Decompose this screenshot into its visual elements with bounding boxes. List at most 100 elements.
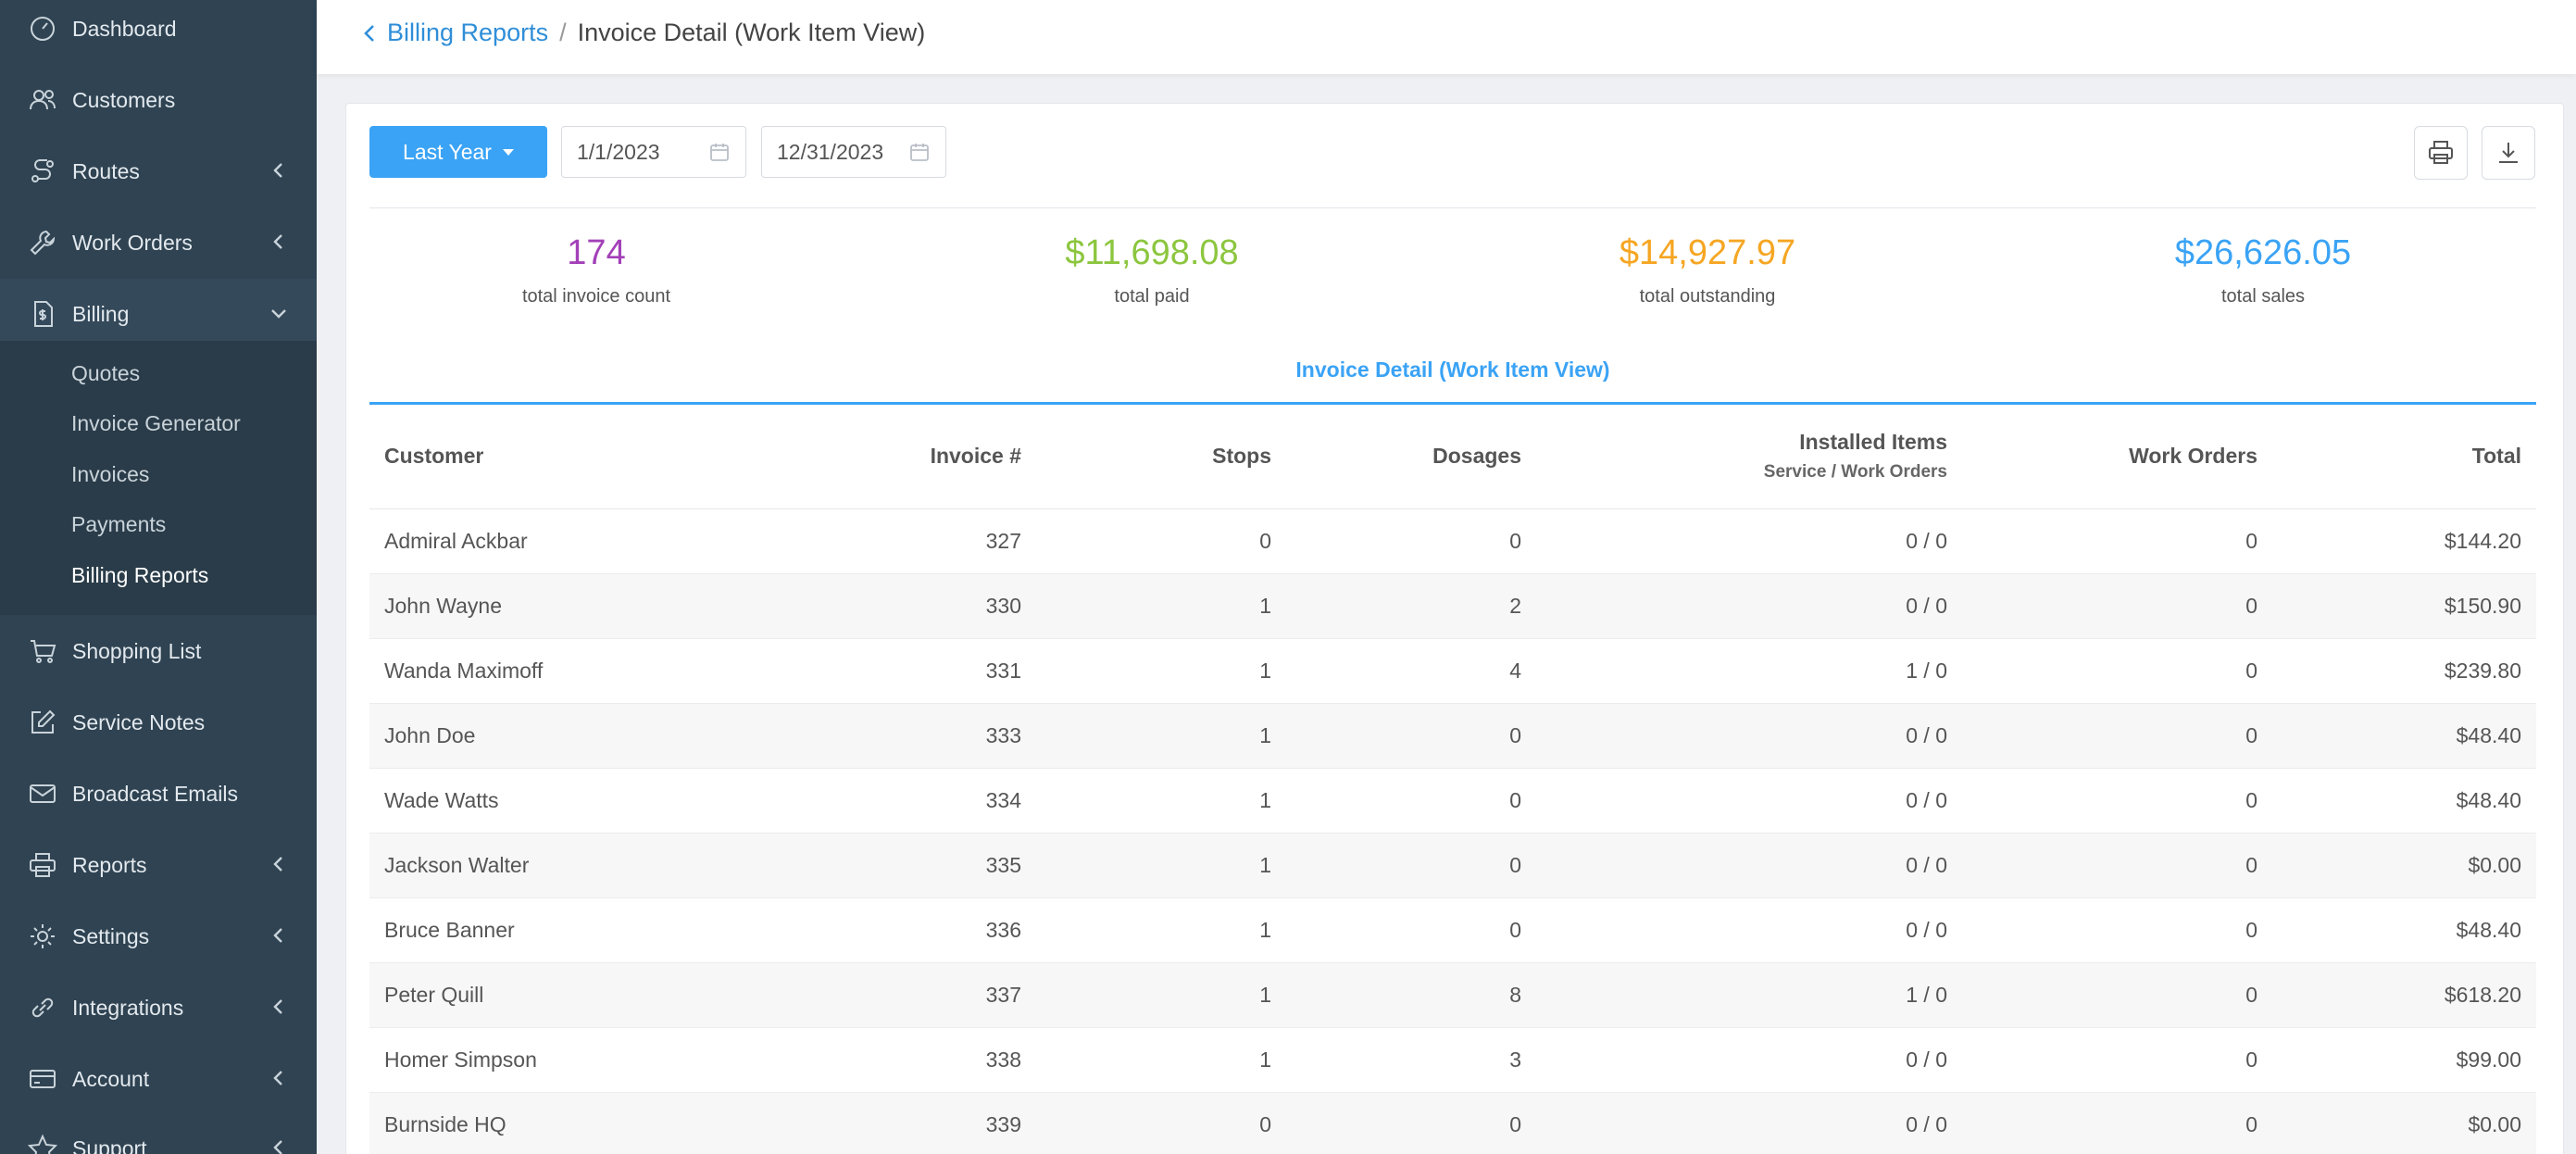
nav-work-orders-label: Work Orders — [72, 230, 193, 255]
col-invoice[interactable]: Invoice # — [647, 405, 1036, 509]
cell-customer: John Doe — [369, 703, 647, 769]
printer-icon — [2429, 141, 2453, 164]
table-row[interactable]: Wanda Maximoff 331 1 4 1 / 0 0 $239.80 — [369, 638, 2536, 704]
table-row[interactable]: Peter Quill 337 1 8 1 / 0 0 $618.20 — [369, 962, 2536, 1028]
calendar-icon[interactable] — [708, 141, 731, 163]
cell-stops: 0 — [1036, 508, 1286, 574]
nav-customers-label: Customers — [72, 87, 176, 112]
nav-integrations[interactable]: Integrations — [0, 972, 317, 1043]
nav-account[interactable]: Account — [0, 1044, 317, 1114]
cell-invoice: 334 — [647, 768, 1036, 834]
cell-dosages: 0 — [1286, 768, 1536, 834]
breadcrumb-back-label: Billing Reports — [387, 19, 549, 46]
cell-installed-items: 0 / 0 — [1536, 897, 1962, 963]
breadcrumb-back-link[interactable]: Billing Reports — [361, 19, 548, 47]
cell-customer: Jackson Walter — [369, 833, 647, 898]
nav-broadcast-emails[interactable]: Broadcast Emails — [0, 759, 317, 829]
cell-total: $144.20 — [2272, 508, 2536, 574]
cell-installed-items: 0 / 0 — [1536, 833, 1962, 898]
date-range-dropdown[interactable]: Last Year — [369, 126, 547, 178]
nav-routes[interactable]: Routes — [0, 136, 317, 207]
stat-total-outstanding-value: $14,927.97 — [1619, 233, 1796, 272]
col-customer[interactable]: Customer — [369, 405, 647, 509]
nav-reports[interactable]: Reports — [0, 830, 317, 900]
col-work-orders[interactable]: Work Orders — [1962, 405, 2272, 509]
cell-invoice: 335 — [647, 833, 1036, 898]
cell-total: $239.80 — [2272, 638, 2536, 704]
cell-total: $618.20 — [2272, 962, 2536, 1028]
nav-billing[interactable]: Billing — [0, 279, 317, 349]
col-total[interactable]: Total — [2272, 405, 2536, 509]
invoice-table: Customer Invoice # Stops Dosages Install… — [369, 405, 2536, 1154]
calendar-icon[interactable] — [908, 141, 931, 163]
nav-work-orders[interactable]: Work Orders — [0, 207, 317, 278]
subnav-quotes[interactable]: Quotes — [71, 361, 141, 385]
col-installed-items-label: Installed Items — [1799, 430, 1947, 455]
col-stops[interactable]: Stops — [1036, 405, 1286, 509]
cell-installed-items: 0 / 0 — [1536, 1092, 1962, 1154]
subnav-invoice-generator[interactable]: Invoice Generator — [71, 411, 241, 435]
cell-installed-items: 1 / 0 — [1536, 638, 1962, 704]
nav-support[interactable]: Support — [0, 1113, 317, 1154]
table-row[interactable]: Bruce Banner 336 1 0 0 / 0 0 $48.40 — [369, 897, 2536, 963]
table-row[interactable]: John Wayne 330 1 2 0 / 0 0 $150.90 — [369, 573, 2536, 639]
stat-total-paid-value: $11,698.08 — [1065, 233, 1239, 272]
subnav-invoices[interactable]: Invoices — [71, 462, 150, 486]
date-range-label: Last Year — [403, 139, 492, 164]
print-button[interactable] — [2414, 126, 2468, 180]
download-button[interactable] — [2482, 126, 2535, 180]
cell-installed-items: 1 / 0 — [1536, 962, 1962, 1028]
start-date-input[interactable]: 1/1/2023 — [561, 126, 746, 178]
chevron-left-icon — [269, 160, 289, 181]
table-row[interactable]: Burnside HQ 339 0 0 0 / 0 0 $0.00 — [369, 1092, 2536, 1154]
table-row[interactable]: Jackson Walter 335 1 0 0 / 0 0 $0.00 — [369, 833, 2536, 898]
cell-work-orders: 0 — [1962, 1092, 2272, 1154]
cell-total: $0.00 — [2272, 833, 2536, 898]
nav-customers[interactable]: Customers — [0, 65, 317, 135]
cell-customer: Peter Quill — [369, 962, 647, 1028]
cell-customer: Wanda Maximoff — [369, 638, 647, 704]
chevron-left-icon — [364, 24, 374, 42]
report-tab-title[interactable]: Invoice Detail (Work Item View) — [1295, 357, 1610, 382]
nav-support-label: Support — [72, 1135, 147, 1154]
nav-settings[interactable]: Settings — [0, 901, 317, 972]
cell-installed-items: 0 / 0 — [1536, 508, 1962, 574]
cell-stops: 0 — [1036, 1092, 1286, 1154]
table-row[interactable]: Homer Simpson 338 1 3 0 / 0 0 $99.00 — [369, 1027, 2536, 1093]
cell-customer: Admiral Ackbar — [369, 508, 647, 574]
cell-work-orders: 0 — [1962, 833, 2272, 898]
breadcrumb-separator: / — [559, 19, 567, 46]
nav-routes-label: Routes — [72, 158, 140, 183]
cell-total: $48.40 — [2272, 703, 2536, 769]
table-row[interactable]: Wade Watts 334 1 0 0 / 0 0 $48.40 — [369, 768, 2536, 834]
mail-icon — [26, 777, 59, 810]
end-date-input[interactable]: 12/31/2023 — [761, 126, 946, 178]
nav-service-notes[interactable]: Service Notes — [0, 687, 317, 758]
cell-customer: Burnside HQ — [369, 1092, 647, 1154]
table-row[interactable]: John Doe 333 1 0 0 / 0 0 $48.40 — [369, 703, 2536, 769]
edit-icon — [26, 706, 59, 739]
col-dosages[interactable]: Dosages — [1286, 405, 1536, 509]
cell-installed-items: 0 / 0 — [1536, 703, 1962, 769]
nav-dashboard-label: Dashboard — [72, 16, 177, 41]
stat-total-paid-label: total paid — [1114, 286, 1190, 307]
report-tab-underline — [369, 402, 2536, 405]
invoice-icon — [26, 297, 59, 331]
route-icon — [26, 155, 59, 188]
subnav-billing-reports[interactable]: Billing Reports — [71, 563, 209, 587]
col-installed-items[interactable]: Installed Items Service / Work Orders — [1536, 405, 1962, 509]
cell-dosages: 8 — [1286, 962, 1536, 1028]
subnav-payments[interactable]: Payments — [71, 512, 167, 536]
cell-installed-items: 0 / 0 — [1536, 768, 1962, 834]
cell-work-orders: 0 — [1962, 703, 2272, 769]
cell-stops: 1 — [1036, 703, 1286, 769]
nav-dashboard[interactable]: Dashboard — [0, 0, 317, 64]
cell-customer: John Wayne — [369, 573, 647, 639]
cell-stops: 1 — [1036, 833, 1286, 898]
cell-dosages: 0 — [1286, 703, 1536, 769]
cell-total: $48.40 — [2272, 897, 2536, 963]
nav-shopping-list[interactable]: Shopping List — [0, 616, 317, 686]
chevron-left-icon — [269, 854, 289, 874]
table-row[interactable]: Admiral Ackbar 327 0 0 0 / 0 0 $144.20 — [369, 508, 2536, 574]
stat-total-outstanding: $14,927.97 total outstanding — [1522, 233, 1893, 307]
